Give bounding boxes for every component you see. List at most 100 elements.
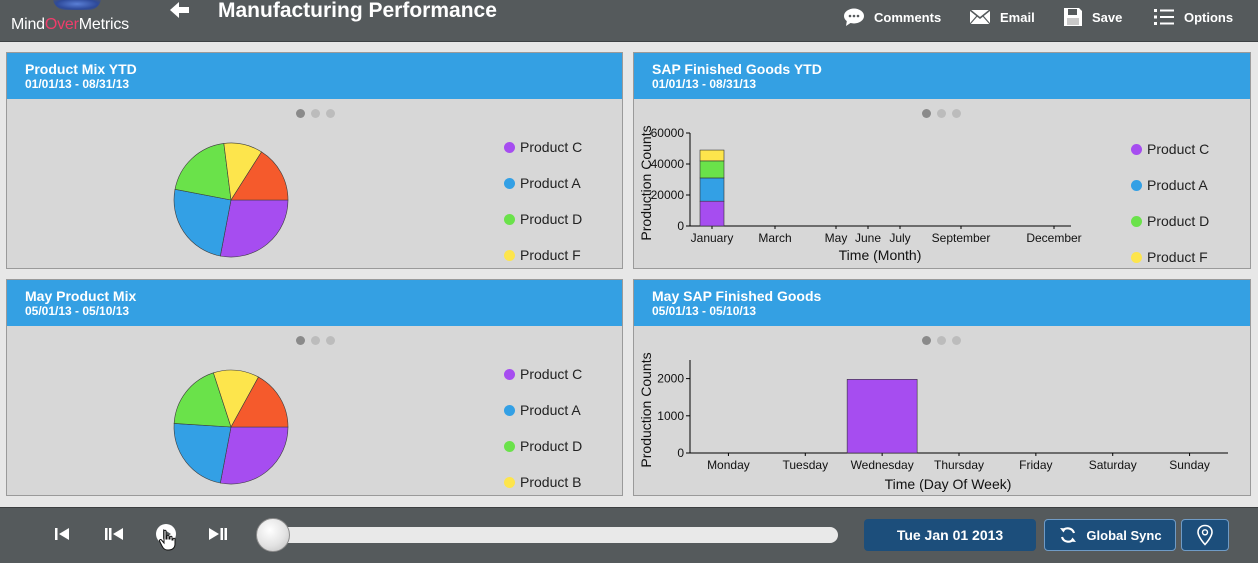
pie-slice-product-a[interactable] bbox=[173, 188, 232, 257]
logo-mark bbox=[53, 0, 101, 10]
y-axis-label: Production Counts bbox=[638, 352, 654, 467]
legend-item-product-b[interactable]: Product B bbox=[504, 474, 581, 490]
legend-swatch bbox=[1131, 215, 1142, 227]
comments-label: Comments bbox=[874, 9, 942, 25]
pie-slice-other[interactable] bbox=[230, 151, 289, 201]
x-tick-label: May bbox=[825, 231, 848, 245]
legend-item-product-d[interactable]: Product D bbox=[1131, 213, 1209, 229]
legend-item-product-c[interactable]: Product C bbox=[504, 139, 582, 155]
legend-item-product-f[interactable]: Product F bbox=[504, 247, 581, 263]
panel-header: SAP Finished Goods YTD 01/01/13 - 08/31/… bbox=[634, 53, 1250, 99]
x-tick-label: December bbox=[1026, 231, 1081, 245]
panel-title: May Product Mix bbox=[25, 288, 137, 304]
page-dot-2[interactable] bbox=[311, 336, 320, 345]
page-dot-2[interactable] bbox=[937, 336, 946, 345]
page-dot-1[interactable] bbox=[296, 336, 305, 345]
panel-header: May Product Mix 05/01/13 - 05/10/13 bbox=[7, 280, 622, 326]
panel-date-range: 05/01/13 - 05/10/13 bbox=[652, 304, 757, 318]
save-button[interactable]: Save bbox=[1063, 4, 1122, 30]
page-indicator bbox=[922, 336, 961, 345]
pie-slice-other[interactable] bbox=[230, 376, 289, 428]
x-tick-label: Monday bbox=[707, 458, 750, 472]
bar-segment-product-d[interactable] bbox=[699, 160, 725, 179]
save-label: Save bbox=[1092, 9, 1123, 25]
play-button[interactable] bbox=[154, 523, 178, 545]
options-button[interactable]: Options bbox=[1153, 4, 1233, 30]
page-dot-2[interactable] bbox=[937, 109, 946, 118]
x-tick-label: January bbox=[691, 231, 734, 245]
pie-slice-product-d[interactable] bbox=[173, 372, 232, 428]
bar-segment-product-c[interactable] bbox=[699, 200, 725, 227]
legend-swatch bbox=[1131, 251, 1142, 263]
panel-sap-finished-goods-ytd[interactable]: SAP Finished Goods YTD 01/01/13 - 08/31/… bbox=[633, 52, 1251, 269]
bar-chart[interactable]: 0 1000 2000 Monday Tuesday Wednesday Thursday F… bbox=[634, 280, 1252, 497]
page-dot-1[interactable] bbox=[922, 336, 931, 345]
legend-item-product-a[interactable]: Product A bbox=[1131, 177, 1208, 193]
back-arrow-icon bbox=[170, 2, 189, 18]
comment-icon bbox=[844, 8, 864, 26]
y-tick-label: 40000 bbox=[651, 157, 685, 171]
pie-chart[interactable] bbox=[7, 280, 624, 497]
legend-item-product-d[interactable]: Product D bbox=[504, 438, 582, 454]
pie-chart[interactable] bbox=[7, 53, 624, 270]
bar-segment-product-f[interactable] bbox=[699, 149, 725, 162]
panel-may-product-mix[interactable]: May Product Mix 05/01/13 - 05/10/13 Prod… bbox=[6, 279, 623, 496]
y-tick-label: 20000 bbox=[651, 188, 685, 202]
y-tick-label: 0 bbox=[677, 446, 684, 460]
page-dot-2[interactable] bbox=[311, 109, 320, 118]
logo-text: MindOverMetrics bbox=[11, 16, 129, 33]
panel-date-range: 01/01/13 - 08/31/13 bbox=[25, 77, 130, 91]
current-date-button[interactable]: Tue Jan 01 2013 bbox=[864, 519, 1036, 551]
comments-button[interactable]: Comments bbox=[843, 4, 941, 30]
bar-segment-product-a[interactable] bbox=[699, 177, 725, 202]
panel-may-sap-finished-goods[interactable]: May SAP Finished Goods 05/01/13 - 05/10/… bbox=[633, 279, 1251, 496]
legend-item-product-a[interactable]: Product A bbox=[504, 175, 581, 191]
timeline-bar: Tue Jan 01 2013 Global Sync bbox=[0, 507, 1258, 563]
legend-item-product-c[interactable]: Product C bbox=[1131, 141, 1209, 157]
envelope-icon bbox=[969, 9, 991, 25]
legend-item-product-a[interactable]: Product A bbox=[504, 402, 581, 418]
floppy-icon bbox=[1064, 8, 1082, 26]
pie-slice-product-c[interactable] bbox=[219, 426, 289, 485]
page-dot-3[interactable] bbox=[326, 109, 335, 118]
page-dot-3[interactable] bbox=[952, 336, 961, 345]
x-axis-label: Time (Day Of Week) bbox=[885, 476, 1012, 492]
step-forward-icon bbox=[209, 528, 227, 540]
legend-swatch bbox=[504, 404, 515, 416]
y-tick-label: 2000 bbox=[657, 372, 684, 386]
back-button[interactable] bbox=[168, 0, 192, 22]
legend-swatch bbox=[504, 141, 515, 153]
timeline-track[interactable] bbox=[258, 527, 838, 543]
skip-to-start-button[interactable] bbox=[50, 523, 74, 545]
panel-header: May SAP Finished Goods 05/01/13 - 05/10/… bbox=[634, 280, 1250, 326]
step-back-button[interactable] bbox=[102, 523, 126, 545]
email-label: Email bbox=[1000, 9, 1035, 25]
timeline-slider-thumb[interactable] bbox=[256, 518, 290, 552]
page-dot-3[interactable] bbox=[326, 336, 335, 345]
x-tick-label: Tuesday bbox=[782, 458, 828, 472]
legend-item-product-c[interactable]: Product C bbox=[504, 366, 582, 382]
location-pin-icon bbox=[1197, 524, 1213, 546]
legend-swatch bbox=[1131, 179, 1142, 191]
pie-slice-product-a[interactable] bbox=[173, 423, 232, 484]
pie-slice-product-d[interactable] bbox=[174, 143, 232, 201]
pie-slice-product-c[interactable] bbox=[219, 199, 289, 258]
y-tick-label: 0 bbox=[677, 219, 684, 233]
panel-date-range: 01/01/13 - 08/31/13 bbox=[652, 77, 757, 91]
global-sync-button[interactable]: Global Sync bbox=[1044, 519, 1176, 551]
page-indicator bbox=[296, 336, 335, 345]
location-button[interactable] bbox=[1181, 519, 1229, 551]
page-dot-1[interactable] bbox=[296, 109, 305, 118]
legend-item-product-f[interactable]: Product F bbox=[1131, 249, 1208, 265]
y-tick-label: 60000 bbox=[651, 126, 685, 140]
legend-item-product-d[interactable]: Product D bbox=[504, 211, 582, 227]
legend-swatch bbox=[1131, 143, 1142, 155]
panel-title: Product Mix YTD bbox=[25, 61, 137, 77]
email-button[interactable]: Email bbox=[969, 4, 1035, 30]
page-dot-1[interactable] bbox=[922, 109, 931, 118]
step-forward-button[interactable] bbox=[206, 523, 230, 545]
page-dot-3[interactable] bbox=[952, 109, 961, 118]
panel-product-mix-ytd[interactable]: Product Mix YTD 01/01/13 - 08/31/13 Prod… bbox=[6, 52, 623, 269]
stacked-bar-chart[interactable]: 0 20000 40000 60000 January March May June July S… bbox=[634, 53, 1252, 270]
bar-wednesday[interactable] bbox=[846, 379, 918, 454]
